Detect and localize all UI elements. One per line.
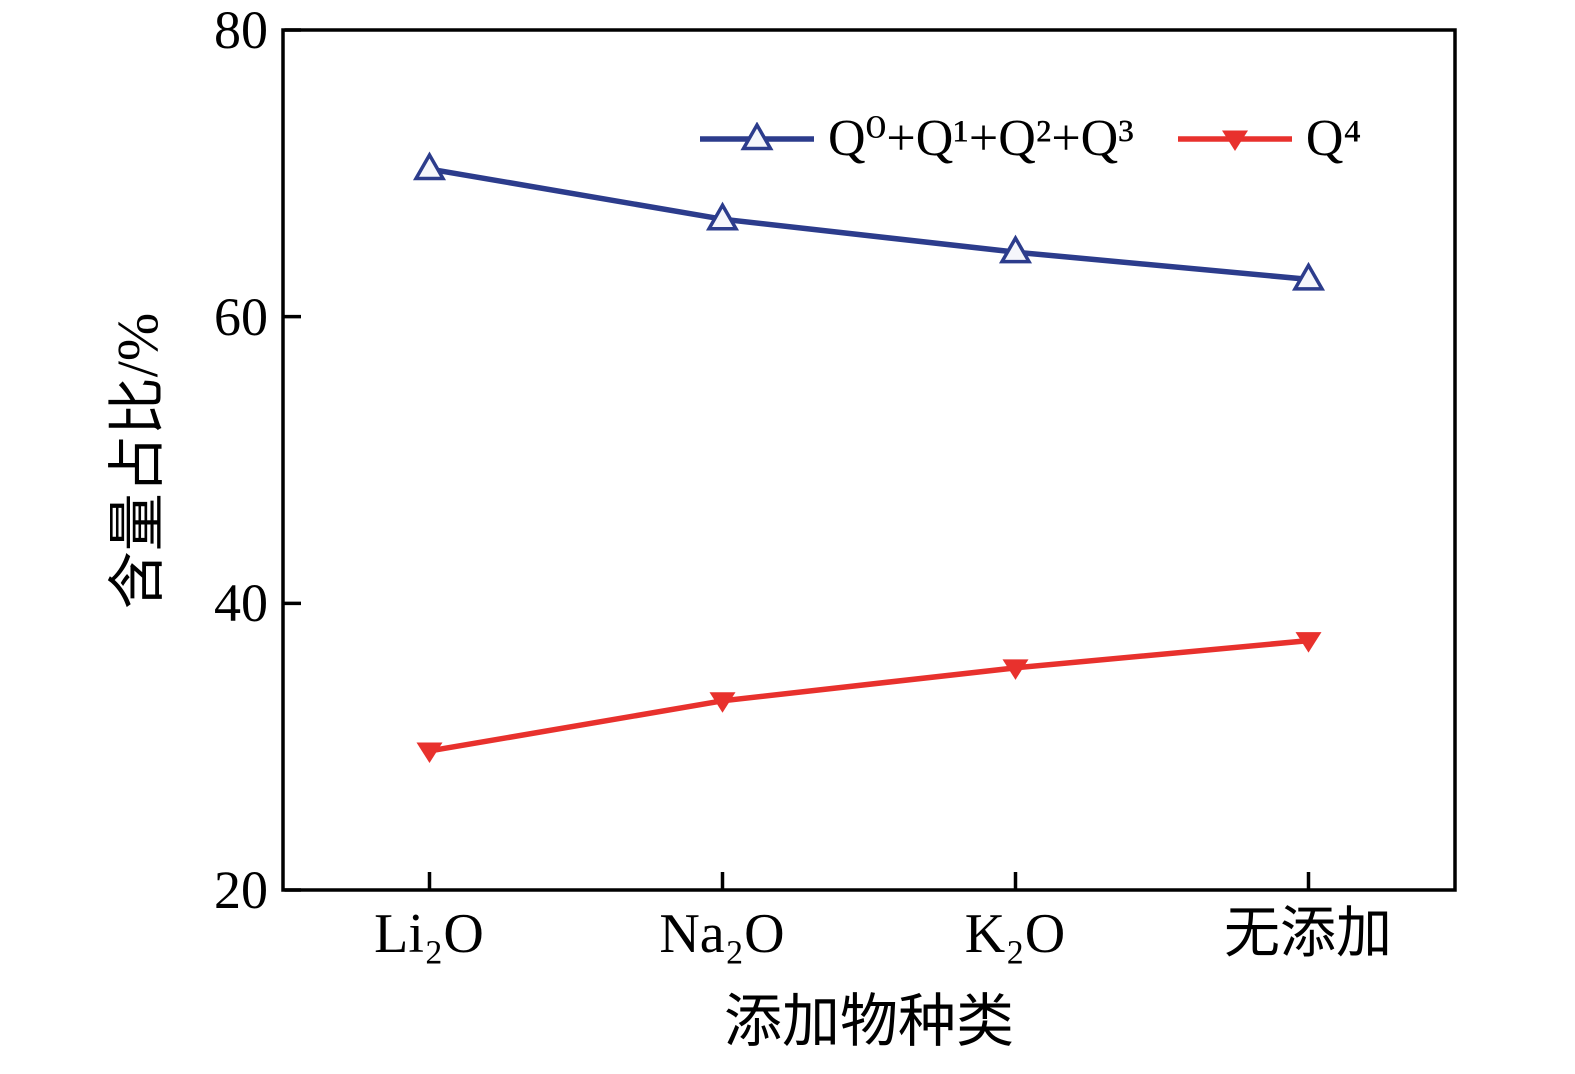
legend: Q⁰+Q¹+Q²+Q³ Q⁴ [698, 110, 1362, 168]
data-point-marker-triangle-up [740, 122, 774, 151]
data-point-marker-triangle-down [1221, 130, 1248, 151]
legend-label-q0-q3: Q⁰+Q¹+Q²+Q³ [828, 110, 1134, 167]
data-point-marker-triangle-up [1291, 261, 1326, 291]
data-point-marker-triangle-up [412, 151, 447, 181]
y-tick-label-60: 60 [214, 287, 268, 347]
data-point-marker-triangle-up [998, 234, 1033, 264]
legend-swatch-triangle-down-icon [1177, 130, 1292, 151]
legend-swatch-triangle-up-icon [700, 122, 814, 151]
plot-border [281, 28, 1457, 892]
y-tick-label-80: 80 [214, 0, 268, 60]
data-point-marker-triangle-down [1295, 632, 1322, 653]
y-tick-label-40: 40 [214, 573, 268, 633]
x-tick-label-li2o: Li₂O [374, 903, 484, 965]
series-line-1 [429, 637, 1309, 754]
data-point-marker-triangle-down [1002, 659, 1029, 680]
y-tick-label-20: 20 [214, 860, 268, 920]
data-point-marker-triangle-down [416, 742, 443, 763]
y-axis-title: 含量占比/% [105, 312, 170, 610]
legend-label-q4: Q⁴ [1305, 110, 1362, 167]
x-axis-title: 添加物种类 [723, 989, 1014, 1054]
legend-item-q0-q3: Q⁰+Q¹+Q²+Q³ [698, 110, 1134, 168]
series-line-0 [429, 166, 1309, 283]
data-point-marker-triangle-up [705, 201, 740, 231]
x-tick-label-na2o: Na₂O [659, 903, 785, 965]
legend-item-q4: Q⁴ [1176, 110, 1362, 168]
x-tick-label-no-additive: 无添加 [1224, 903, 1392, 965]
x-tick-label-k2o: K₂O [964, 903, 1066, 965]
data-point-marker-triangle-down [709, 692, 736, 713]
